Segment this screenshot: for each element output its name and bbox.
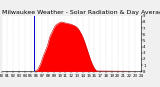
Text: Milwaukee Weather - Solar Radiation & Day Average per Minute W/m2 (Today): Milwaukee Weather - Solar Radiation & Da…: [2, 10, 160, 15]
